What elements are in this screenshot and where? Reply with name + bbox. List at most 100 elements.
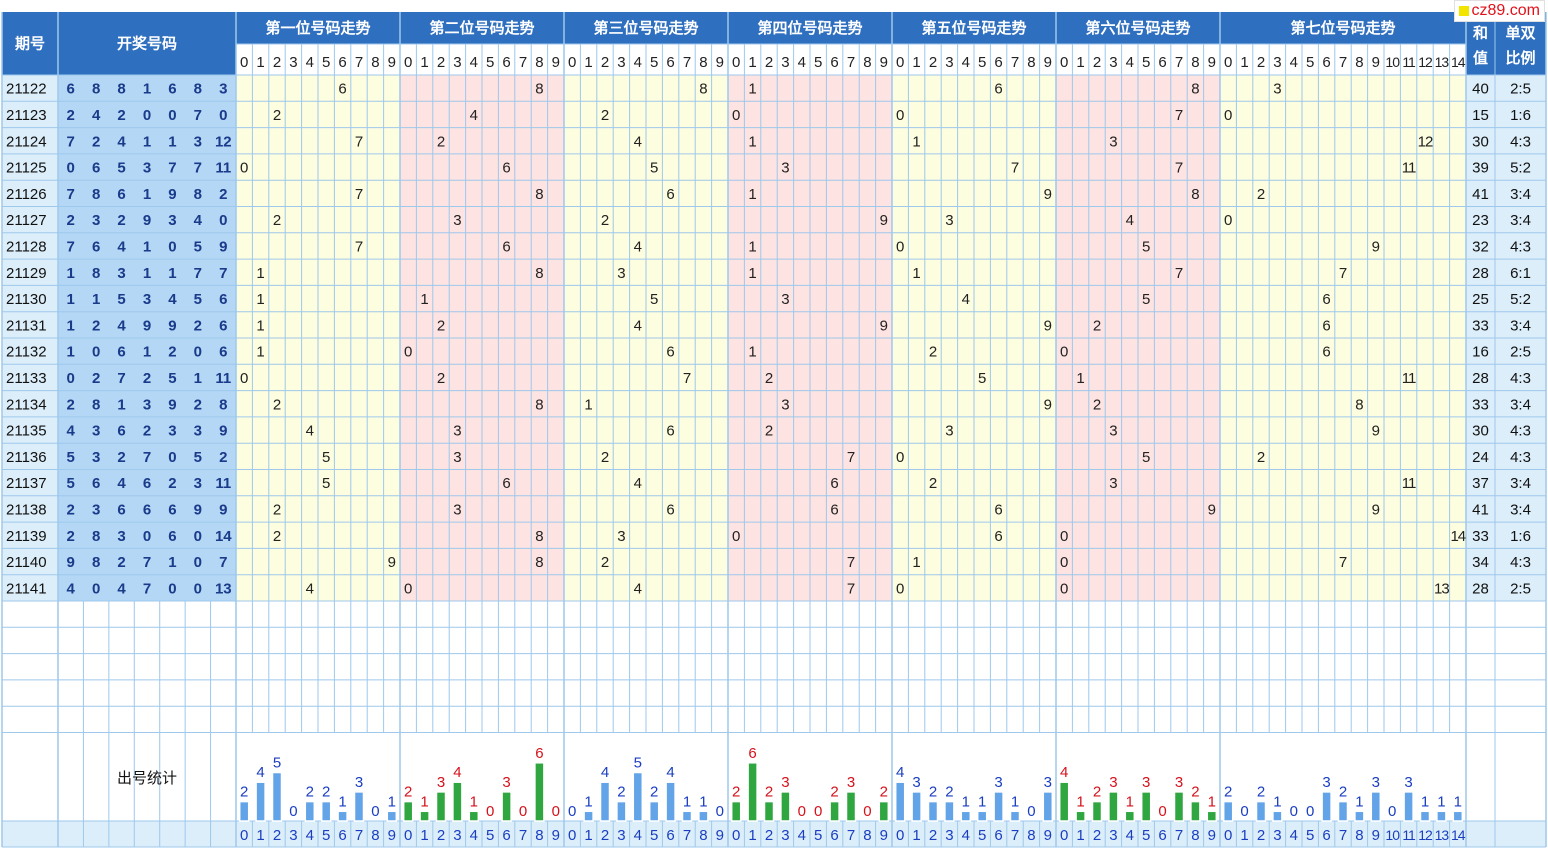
draw-number-cell: 11: [215, 370, 231, 387]
period-cell: 21140: [6, 554, 47, 571]
stats-bar: [1206, 810, 1218, 822]
draw-number-cell: 9: [168, 186, 176, 203]
site-watermark[interactable]: cz89.com: [1453, 0, 1545, 22]
draw-number-cell: 6: [117, 186, 125, 203]
stats-bar: [1173, 791, 1185, 822]
digit-column-header: 4: [634, 54, 642, 71]
draw-number-cell: 9: [168, 317, 176, 334]
draw-number-cell: 7: [67, 238, 75, 255]
period-cell: 21133: [6, 370, 47, 387]
stats-count-label: 3: [1322, 774, 1330, 791]
stats-bar: [238, 800, 250, 822]
digit-column-header: 0: [896, 54, 904, 71]
digit-column-header: 6: [502, 54, 510, 71]
stats-count-label: 6: [535, 745, 543, 762]
stats-bar: [452, 781, 463, 822]
digit-column-header: 5: [978, 54, 986, 71]
draw-number-cell: 12: [215, 133, 232, 150]
trend-hit-cell: 7: [355, 133, 363, 150]
trend-hit-cell: 6: [994, 81, 1002, 98]
footer-digit: 6: [1158, 827, 1166, 844]
digit-column-header: 9: [552, 54, 560, 71]
stats-count-label: 1: [1454, 793, 1462, 810]
draw-number-cell: 4: [117, 317, 126, 334]
stats-bar: [1222, 800, 1234, 822]
stats-count-label: 2: [1093, 784, 1101, 801]
draw-number-cell: 0: [219, 107, 227, 124]
stats-bar: [1452, 810, 1464, 822]
footer-digit: 0: [568, 827, 576, 844]
stats-count-label: 3: [781, 774, 789, 791]
draw-number-cell: 6: [143, 501, 151, 518]
trend-hit-cell: 9: [1044, 396, 1052, 413]
draw-number-cell: 7: [194, 265, 202, 282]
trend-hit-cell: 0: [1060, 528, 1068, 545]
digit-column-header: 7: [519, 54, 527, 71]
ratio-cell: 4:3: [1510, 554, 1531, 571]
draw-number-cell: 9: [194, 501, 202, 518]
draw-number-cell: 9: [168, 396, 176, 413]
draw-number-cell: 4: [194, 212, 203, 229]
draw-number-cell: 9: [143, 317, 151, 334]
ratio-header: 单双: [1505, 24, 1535, 42]
digit-column-header: 8: [699, 54, 707, 71]
trend-hit-cell: 9: [388, 554, 396, 571]
draw-number-cell: 8: [92, 81, 100, 98]
stats-bar: [1058, 781, 1070, 822]
draw-number-cell: 5: [194, 238, 202, 255]
stats-count-label: 2: [240, 784, 248, 801]
draw-number-cell: 0: [168, 238, 176, 255]
stats-bar: [1436, 810, 1447, 822]
stats-count-label: 0: [486, 803, 494, 820]
footer-digit: 9: [716, 827, 724, 844]
stats-bar: [944, 800, 955, 822]
trend-hit-cell: 2: [1257, 449, 1265, 466]
footer-digit: 3: [781, 827, 789, 844]
trend-hit-cell: 5: [650, 160, 658, 177]
footer-digit: 8: [1355, 827, 1363, 844]
footer-digit: 1: [584, 827, 592, 844]
trend-hit-cell: 8: [535, 528, 543, 545]
digit-column-header: 8: [371, 54, 379, 71]
trend-hit-cell: 0: [404, 580, 412, 597]
draw-number-cell: 3: [143, 160, 151, 177]
digit-column-header: 7: [1339, 54, 1347, 71]
draw-number-cell: 1: [92, 291, 100, 308]
trend-hit-cell: 0: [1060, 554, 1068, 571]
trend-hit-cell: 9: [1044, 317, 1052, 334]
draw-number-cell: 0: [194, 344, 202, 361]
stats-bar: [1009, 810, 1021, 822]
trend-hit-cell: 2: [929, 344, 937, 361]
digit-column-header: 4: [470, 54, 478, 71]
stats-count-label: 0: [814, 803, 822, 820]
footer-digit: 11: [1402, 827, 1416, 843]
draw-number-cell: 0: [168, 449, 176, 466]
trend-hit-cell: 3: [453, 423, 461, 440]
footer-digit: 3: [289, 827, 297, 844]
stats-count-label: 3: [1142, 774, 1150, 791]
draw-number-cell: 5: [117, 160, 125, 177]
footer-digit: 7: [1339, 827, 1347, 844]
draw-number-cell: 0: [92, 580, 100, 597]
stats-bar: [763, 800, 775, 822]
footer-digit: 4: [306, 827, 314, 844]
draw-number-cell: 6: [143, 475, 151, 492]
period-header: 期号: [15, 35, 45, 53]
position-header: 第五位号码走势: [921, 19, 1026, 37]
sum-cell: 33: [1472, 396, 1489, 413]
trend-hit-cell: 0: [732, 107, 740, 124]
footer-digit: 6: [994, 827, 1002, 844]
footer-digit: 7: [355, 827, 363, 844]
draw-number-cell: 7: [143, 449, 151, 466]
draw-number-cell: 6: [219, 317, 227, 334]
trend-hit-cell: 5: [1142, 291, 1150, 308]
draw-number-cell: 1: [67, 317, 75, 334]
stats-count-label: 2: [404, 784, 412, 801]
footer-digit: 7: [1175, 827, 1183, 844]
digit-column-header: 5: [1142, 54, 1150, 71]
draw-number-cell: 1: [143, 238, 151, 255]
draw-number-cell: 6: [219, 344, 227, 361]
footer-digit: 8: [1027, 827, 1035, 844]
trend-hit-cell: 6: [1322, 317, 1330, 334]
sum-cell: 39: [1472, 160, 1489, 177]
